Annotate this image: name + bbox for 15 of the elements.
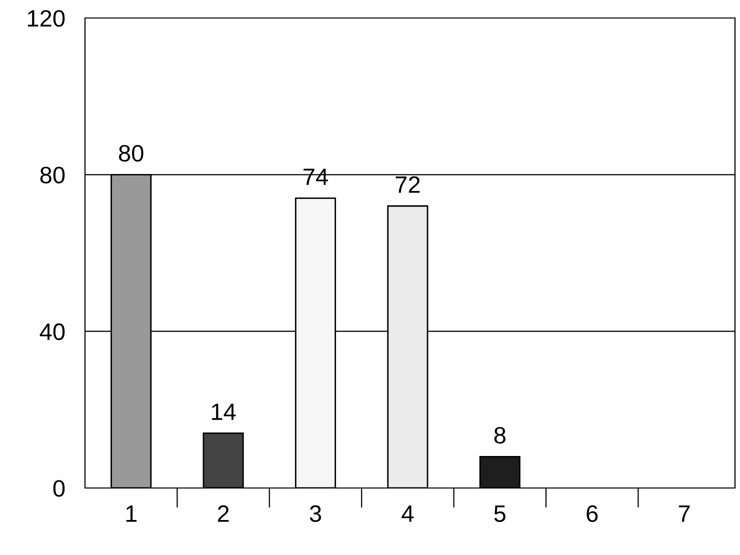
x-tick-label: 5	[494, 506, 506, 522]
y-tick-label: 0	[53, 480, 65, 497]
y-tick-label: 80	[40, 166, 65, 184]
data-label: 72	[396, 176, 420, 193]
x-tick-label: 7	[678, 506, 690, 522]
y-tick-label: 120	[28, 10, 65, 27]
x-tick-label: 4	[402, 506, 414, 522]
x-tick-label: 1	[126, 506, 137, 522]
data-label: 80	[118, 144, 144, 162]
x-tick-label: 6	[586, 505, 598, 522]
x-tick-label: 2	[218, 505, 229, 522]
y-tick-label: 40	[40, 323, 65, 340]
data-label: 8	[494, 426, 506, 444]
x-tick-label: 3	[310, 505, 322, 522]
data-label: 14	[212, 404, 236, 420]
